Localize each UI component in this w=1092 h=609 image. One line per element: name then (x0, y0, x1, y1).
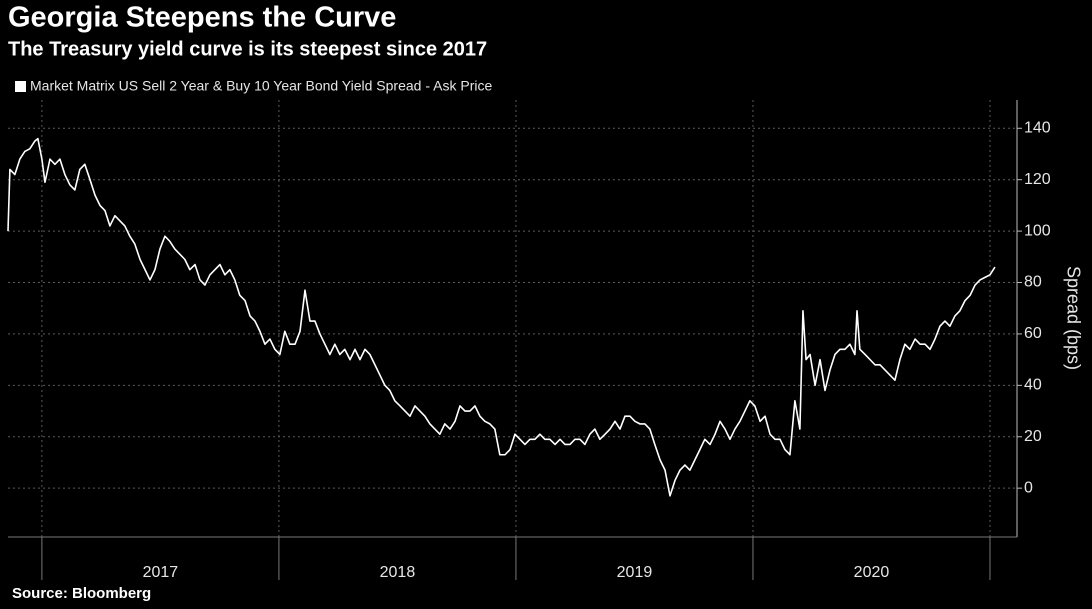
legend-swatch (15, 81, 26, 92)
x-tick-label: 2017 (143, 564, 179, 581)
chart-title: Georgia Steepens the Curve (8, 2, 396, 34)
y-axis-title: Spread (bps) (1063, 266, 1083, 370)
y-tick-label: 100 (1024, 222, 1051, 239)
chart-subtitle: The Treasury yield curve is its steepest… (8, 38, 487, 60)
y-tick-label: 60 (1024, 325, 1042, 342)
y-tick-label: 80 (1024, 274, 1042, 291)
x-tick-label: 2018 (380, 564, 416, 581)
y-tick-label: 140 (1024, 119, 1051, 136)
y-tick-label: 0 (1024, 479, 1033, 496)
x-tick-label: 2019 (617, 564, 653, 581)
x-tick-label: 2020 (854, 564, 890, 581)
line-series (7, 137, 996, 497)
y-tick-label: 20 (1024, 428, 1042, 445)
y-tick-label: 120 (1024, 171, 1051, 188)
y-tick-label: 40 (1024, 377, 1042, 394)
legend-label: Market Matrix US Sell 2 Year & Buy 10 Ye… (30, 78, 492, 94)
source: Source: Bloomberg (12, 585, 151, 602)
